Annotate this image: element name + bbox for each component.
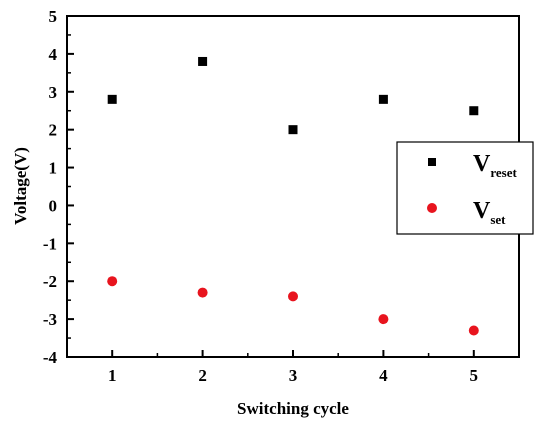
x-tick-label: 3	[289, 366, 298, 385]
legend-reset-sub: reset	[490, 165, 517, 180]
data-point-reset	[378, 94, 388, 104]
x-tick-label: 4	[379, 366, 388, 385]
data-point-set	[378, 314, 389, 325]
legend-box	[396, 141, 534, 235]
x-tick-labels: 1 2 3 4 5	[108, 366, 478, 385]
data-point-reset	[469, 106, 479, 116]
y-tick-label: 3	[49, 83, 58, 102]
x-axis-title: Switching cycle	[237, 399, 349, 418]
data-point-set	[288, 291, 298, 302]
data-point-set	[197, 287, 208, 298]
legend-marker-set	[427, 203, 437, 213]
y-tick-label: 0	[49, 196, 58, 215]
x-tick-label: 1	[108, 366, 117, 385]
y-tick-label: 1	[49, 159, 58, 178]
y-axis-title: Voltage(V)	[11, 147, 30, 225]
legend-set-sub: set	[490, 212, 506, 227]
y-tick-label: 5	[49, 7, 58, 26]
legend: Vreset Vset	[396, 141, 534, 235]
legend-marker-reset	[428, 158, 436, 166]
y-tick-label: 4	[49, 45, 58, 64]
data-point-reset	[198, 56, 208, 66]
legend-label-set: Vset	[473, 198, 506, 227]
legend-reset-main: V	[473, 151, 491, 177]
data-points	[107, 56, 479, 336]
y-tick-label: -3	[43, 310, 57, 329]
legend-label-reset: Vreset	[473, 151, 517, 180]
y-tick-label: -2	[43, 272, 57, 291]
data-point-set	[107, 276, 118, 287]
data-point-set	[468, 325, 479, 336]
data-point-reset	[288, 125, 298, 135]
y-tick-label: -4	[43, 348, 58, 367]
x-tick-label: 5	[470, 366, 479, 385]
data-point-reset	[107, 94, 117, 104]
x-tick-label: 2	[198, 366, 207, 385]
legend-set-main: V	[473, 198, 491, 224]
y-tick-label: -1	[43, 234, 57, 253]
y-tick-labels: -4 -3 -2 -1 0 1 2 3 4 5	[43, 7, 58, 367]
y-tick-label: 2	[49, 121, 58, 140]
